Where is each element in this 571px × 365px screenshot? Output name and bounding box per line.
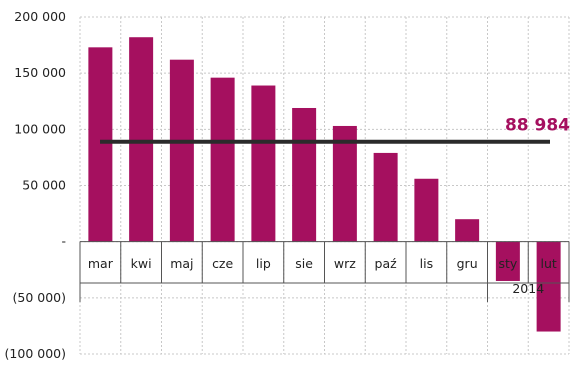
x-tick-label: sie bbox=[295, 256, 313, 271]
bar-cze bbox=[210, 77, 235, 242]
y-tick-label: 150 000 bbox=[14, 65, 66, 80]
x-tick-label: mar bbox=[88, 256, 114, 271]
average-overlay: 88 984 bbox=[100, 116, 570, 144]
x-tick-label: paź bbox=[375, 256, 398, 271]
bar-paź bbox=[373, 152, 398, 242]
bars bbox=[88, 37, 561, 332]
x-tick-label: sty bbox=[498, 256, 517, 271]
bar-sty bbox=[495, 241, 520, 281]
y-tick-label: 100 000 bbox=[14, 121, 66, 136]
y-tick-label: 200 000 bbox=[14, 9, 66, 24]
bar-mar bbox=[88, 47, 113, 242]
axes bbox=[79, 241, 570, 302]
bar-wrz bbox=[332, 125, 357, 242]
x-tick-label: lip bbox=[256, 256, 271, 271]
grid bbox=[79, 16, 570, 355]
bar-lip bbox=[251, 85, 276, 242]
y-tick-label: (50 000) bbox=[13, 290, 67, 305]
y-tick-label: - bbox=[61, 234, 66, 249]
year-group-label: 2014 bbox=[512, 281, 544, 296]
bar-lut bbox=[536, 241, 561, 332]
x-tick-label: maj bbox=[170, 256, 193, 271]
x-tick-label: cze bbox=[212, 256, 233, 271]
labels: 200 000 150 000 100 000 50 000 - (50 000) (100… bbox=[5, 9, 557, 361]
y-tick-label: (100 000) bbox=[5, 346, 66, 361]
bar-lis bbox=[414, 178, 439, 242]
bar-gru bbox=[455, 219, 480, 242]
bar-kwi bbox=[129, 37, 154, 242]
x-tick-label: wrz bbox=[334, 256, 356, 271]
x-tick-label: gru bbox=[457, 256, 478, 271]
average-value-label: 88 984 bbox=[505, 116, 570, 136]
bar-sie bbox=[292, 107, 317, 242]
bar-maj bbox=[169, 59, 194, 242]
x-tick-label: lis bbox=[420, 256, 433, 271]
x-tick-label: lut bbox=[540, 256, 556, 271]
y-tick-label: 50 000 bbox=[22, 178, 66, 193]
x-tick-label: kwi bbox=[131, 256, 152, 271]
